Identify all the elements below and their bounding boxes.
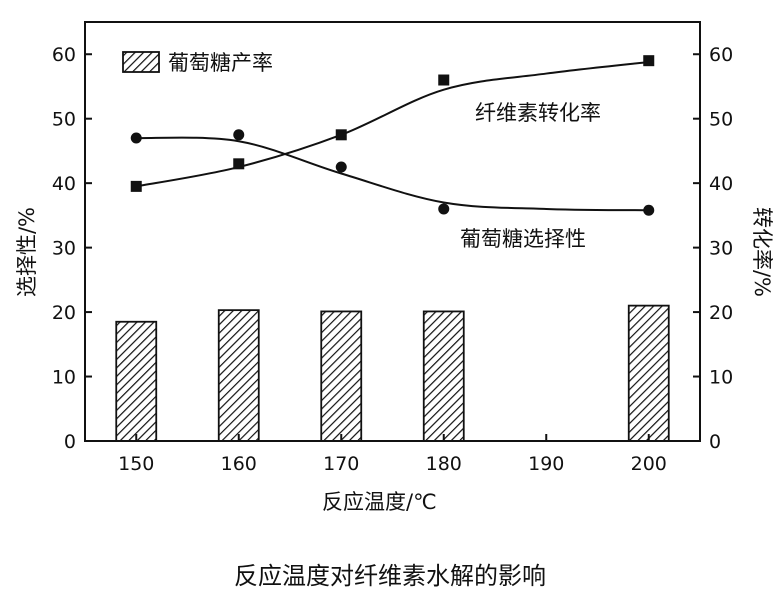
conversion-series-label: 纤维素转化率	[475, 101, 601, 125]
selectivity-point-200	[643, 204, 655, 216]
y-right-tick-label: 30	[709, 238, 733, 260]
series-line-1	[136, 136, 649, 212]
conversion-point-160	[233, 158, 245, 170]
x-axis-title: 反应温度/℃	[322, 490, 437, 514]
conversion-point-170	[335, 129, 347, 141]
markers-layer	[130, 55, 655, 216]
x-tick-label: 200	[631, 453, 667, 475]
conversion-point-150	[130, 180, 142, 192]
bar-170	[320, 310, 363, 442]
x-tick-label: 160	[221, 453, 257, 475]
x-tick-label: 170	[323, 453, 359, 475]
selectivity-series-label: 葡萄糖选择性	[460, 227, 586, 251]
y-right-tick-label: 60	[709, 44, 733, 66]
curves-layer	[136, 60, 649, 212]
axes-layer	[84, 21, 701, 442]
selectivity-point-180	[438, 203, 450, 215]
y-left-tick-label: 20	[52, 302, 76, 324]
conversion-point-180	[438, 74, 450, 86]
y-axis-right-title: 转化率/%	[750, 207, 774, 297]
bar-160	[217, 309, 260, 442]
selectivity-point-150	[130, 132, 142, 144]
x-tick-label: 180	[426, 453, 462, 475]
conversion-point-200	[643, 55, 655, 67]
bar-150	[115, 320, 158, 442]
x-tick-label: 150	[118, 453, 154, 475]
y-left-tick-label: 50	[52, 109, 76, 131]
y-right-tick-label: 20	[709, 302, 733, 324]
y-left-tick-label: 0	[64, 431, 76, 453]
selectivity-point-170	[335, 161, 347, 173]
selectivity-point-160	[233, 129, 245, 141]
y-axis-left-title: 选择性/%	[15, 207, 39, 297]
bar-180	[422, 310, 465, 442]
legend-label: 葡萄糖产率	[168, 51, 273, 75]
y-left-tick-label: 60	[52, 44, 76, 66]
y-left-tick-label: 40	[52, 173, 76, 195]
figure-caption: 反应温度对纤维素水解的影响	[234, 562, 546, 590]
y-left-tick-label: 10	[52, 367, 76, 389]
ticks-layer: 0 0 10 10 20 20 30 30 40 40 50 50 60 60 150 160 170 180 19…	[52, 44, 733, 475]
y-right-tick-label: 0	[709, 431, 721, 453]
x-tick-label: 190	[528, 453, 564, 475]
y-right-tick-label: 40	[709, 173, 733, 195]
y-right-tick-label: 10	[709, 367, 733, 389]
y-right-tick-label: 50	[709, 109, 733, 131]
series-line-0	[136, 60, 649, 188]
bar-200	[627, 304, 670, 442]
bars-layer	[115, 304, 670, 442]
plot-frame	[84, 21, 701, 442]
y-left-tick-label: 30	[52, 238, 76, 260]
legend-swatch	[122, 51, 160, 73]
